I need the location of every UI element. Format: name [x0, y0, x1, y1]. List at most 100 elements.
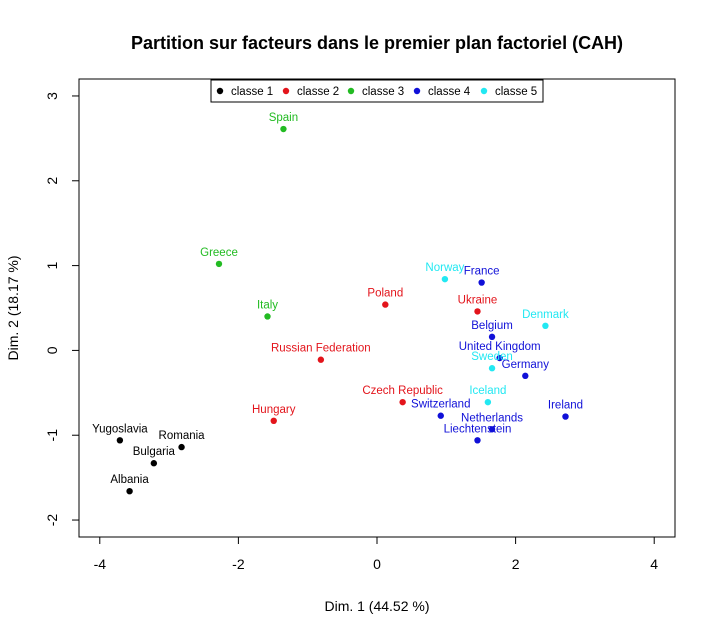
point-marker [280, 125, 287, 133]
legend-item: classe 2 [282, 86, 339, 98]
point-marker [474, 308, 481, 315]
y-tick-label: 3 [44, 92, 60, 100]
legend-item: classe 5 [480, 86, 537, 98]
data-point: Iceland [469, 385, 506, 406]
point-marker [264, 313, 271, 320]
data-point: Switzerland [411, 399, 470, 419]
data-point: Hungary [252, 404, 296, 425]
point-label: Italy [257, 299, 278, 311]
point-marker [178, 443, 185, 451]
point-marker [488, 426, 496, 433]
data-point: Belgium [471, 320, 513, 341]
point-marker [116, 437, 124, 444]
legend-label: classe 5 [495, 86, 537, 98]
data-point: Denmark [522, 309, 569, 330]
x-tick-label: -2 [232, 556, 245, 572]
legend-item: classe 3 [347, 86, 404, 98]
x-tick-label: -4 [94, 556, 107, 572]
point-marker [496, 354, 503, 362]
data-point: Liechtenstein [444, 423, 512, 444]
data-point: Ireland [548, 400, 583, 420]
data-point: Norway [425, 262, 465, 283]
point-label: Switzerland [411, 399, 470, 411]
point-marker [488, 365, 496, 372]
point-marker [126, 488, 133, 495]
point-marker [215, 260, 223, 268]
legend-marker [413, 87, 421, 95]
point-label: Russian Federation [271, 343, 371, 355]
data-point: Sweden [471, 351, 513, 372]
y-axis: -2 -1 0 1 2 3 [44, 92, 80, 527]
legend-label: classe 3 [362, 86, 404, 98]
point-marker [522, 372, 529, 380]
point-label: Germany [502, 359, 550, 371]
data-point: France [464, 266, 500, 286]
legend-label: classe 4 [428, 86, 471, 98]
legend-label: classe 1 [231, 86, 273, 98]
point-label: Norway [425, 262, 464, 274]
data-point: Romania [159, 430, 206, 451]
x-tick-label: 2 [512, 556, 520, 572]
legend-label: classe 2 [297, 86, 339, 98]
point-marker [317, 356, 325, 363]
point-label: Denmark [522, 309, 569, 321]
legend-marker [216, 87, 224, 95]
point-label: Ukraine [458, 294, 498, 306]
x-tick-label: 0 [373, 556, 381, 572]
y-tick-label: -1 [44, 429, 60, 442]
y-axis-label: Dim. 2 (18.17 %) [5, 255, 21, 360]
point-marker [562, 413, 569, 420]
point-marker [441, 275, 449, 283]
point-label: United Kingdom [459, 341, 541, 353]
point-marker [382, 301, 389, 308]
point-label: Spain [269, 112, 298, 124]
point-label: Sweden [471, 351, 513, 363]
data-point: Yugoslavia [92, 423, 148, 444]
legend-item: classe 4 [413, 86, 471, 98]
data-point: Poland [367, 288, 403, 308]
x-axis: -4 -2 0 2 4 [94, 536, 658, 572]
point-label: Greece [200, 247, 238, 259]
point-marker [399, 398, 406, 406]
point-marker [478, 279, 485, 286]
point-label: Romania [159, 430, 206, 442]
point-label: Albania [110, 474, 149, 486]
point-marker [270, 417, 277, 425]
plot-frame [78, 78, 676, 538]
data-point: Italy [257, 299, 278, 320]
point-label: Ireland [548, 400, 583, 412]
data-point: Bulgaria [133, 446, 176, 467]
point-marker [488, 333, 496, 341]
point-label: Netherlands [461, 412, 523, 424]
x-axis-label: Dim. 1 (44.52 %) [324, 598, 429, 614]
data-point: Albania [110, 474, 149, 495]
y-tick-label: 0 [44, 346, 60, 354]
legend-marker [282, 87, 290, 95]
data-point: Greece [200, 247, 238, 268]
point-label: France [464, 266, 500, 278]
data-points: Yugoslavia Romania Bulgaria Albania Poland Uk… [92, 112, 583, 495]
data-point: Czech Republic [362, 385, 443, 406]
point-label: Bulgaria [133, 446, 176, 458]
legend-marker [480, 87, 488, 95]
point-marker [150, 460, 158, 467]
legend-box [210, 79, 544, 103]
point-marker [474, 437, 481, 444]
legend: classe 1 classe 2 classe 3 classe 4 classe 5 [210, 79, 544, 103]
data-point: United Kingdom [459, 341, 541, 362]
legend-item: classe 1 [216, 86, 273, 98]
point-label: Yugoslavia [92, 423, 148, 435]
y-tick-label: 2 [44, 177, 60, 185]
data-point: Spain [269, 112, 298, 133]
data-point: Netherlands [461, 412, 523, 433]
point-label: Hungary [252, 404, 296, 416]
point-label: Poland [367, 288, 403, 300]
point-label: Iceland [469, 385, 506, 397]
y-tick-label: -2 [44, 514, 60, 527]
point-label: Czech Republic [362, 385, 443, 397]
point-label: Liechtenstein [444, 423, 512, 435]
x-tick-label: 4 [650, 556, 658, 572]
point-marker [437, 412, 444, 419]
point-label: Belgium [471, 320, 513, 332]
